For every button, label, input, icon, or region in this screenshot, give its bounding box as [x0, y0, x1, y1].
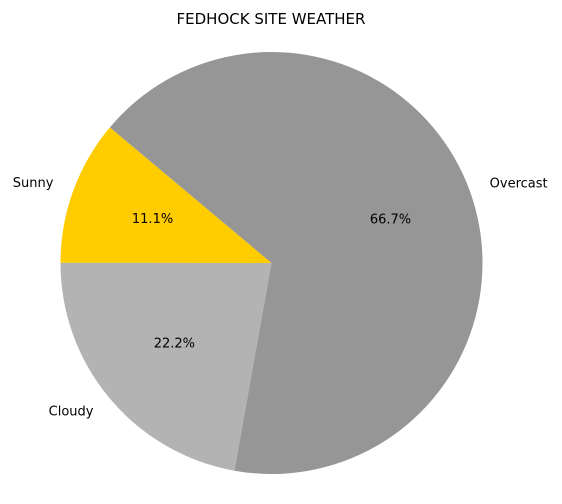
chart-title: FEDHOCK SITE WEATHER — [177, 10, 366, 28]
slice-label-overcast: Overcast — [490, 176, 548, 191]
pie-slice-cloudy — [60, 262, 272, 471]
pie-slice-overcast — [109, 52, 483, 475]
pie-slices — [60, 52, 483, 475]
slice-label-cloudy: Cloudy — [49, 404, 94, 419]
pie-labels: Sunny 11.1% Cloudy 22.2% Overcast 66.7% — [13, 176, 548, 419]
pie-slice-sunny — [60, 127, 272, 263]
slice-label-sunny: Sunny — [13, 176, 54, 191]
slice-pct-sunny: 11.1% — [132, 212, 173, 227]
slice-pct-cloudy: 22.2% — [154, 337, 195, 352]
slice-pct-overcast: 66.7% — [370, 212, 411, 227]
